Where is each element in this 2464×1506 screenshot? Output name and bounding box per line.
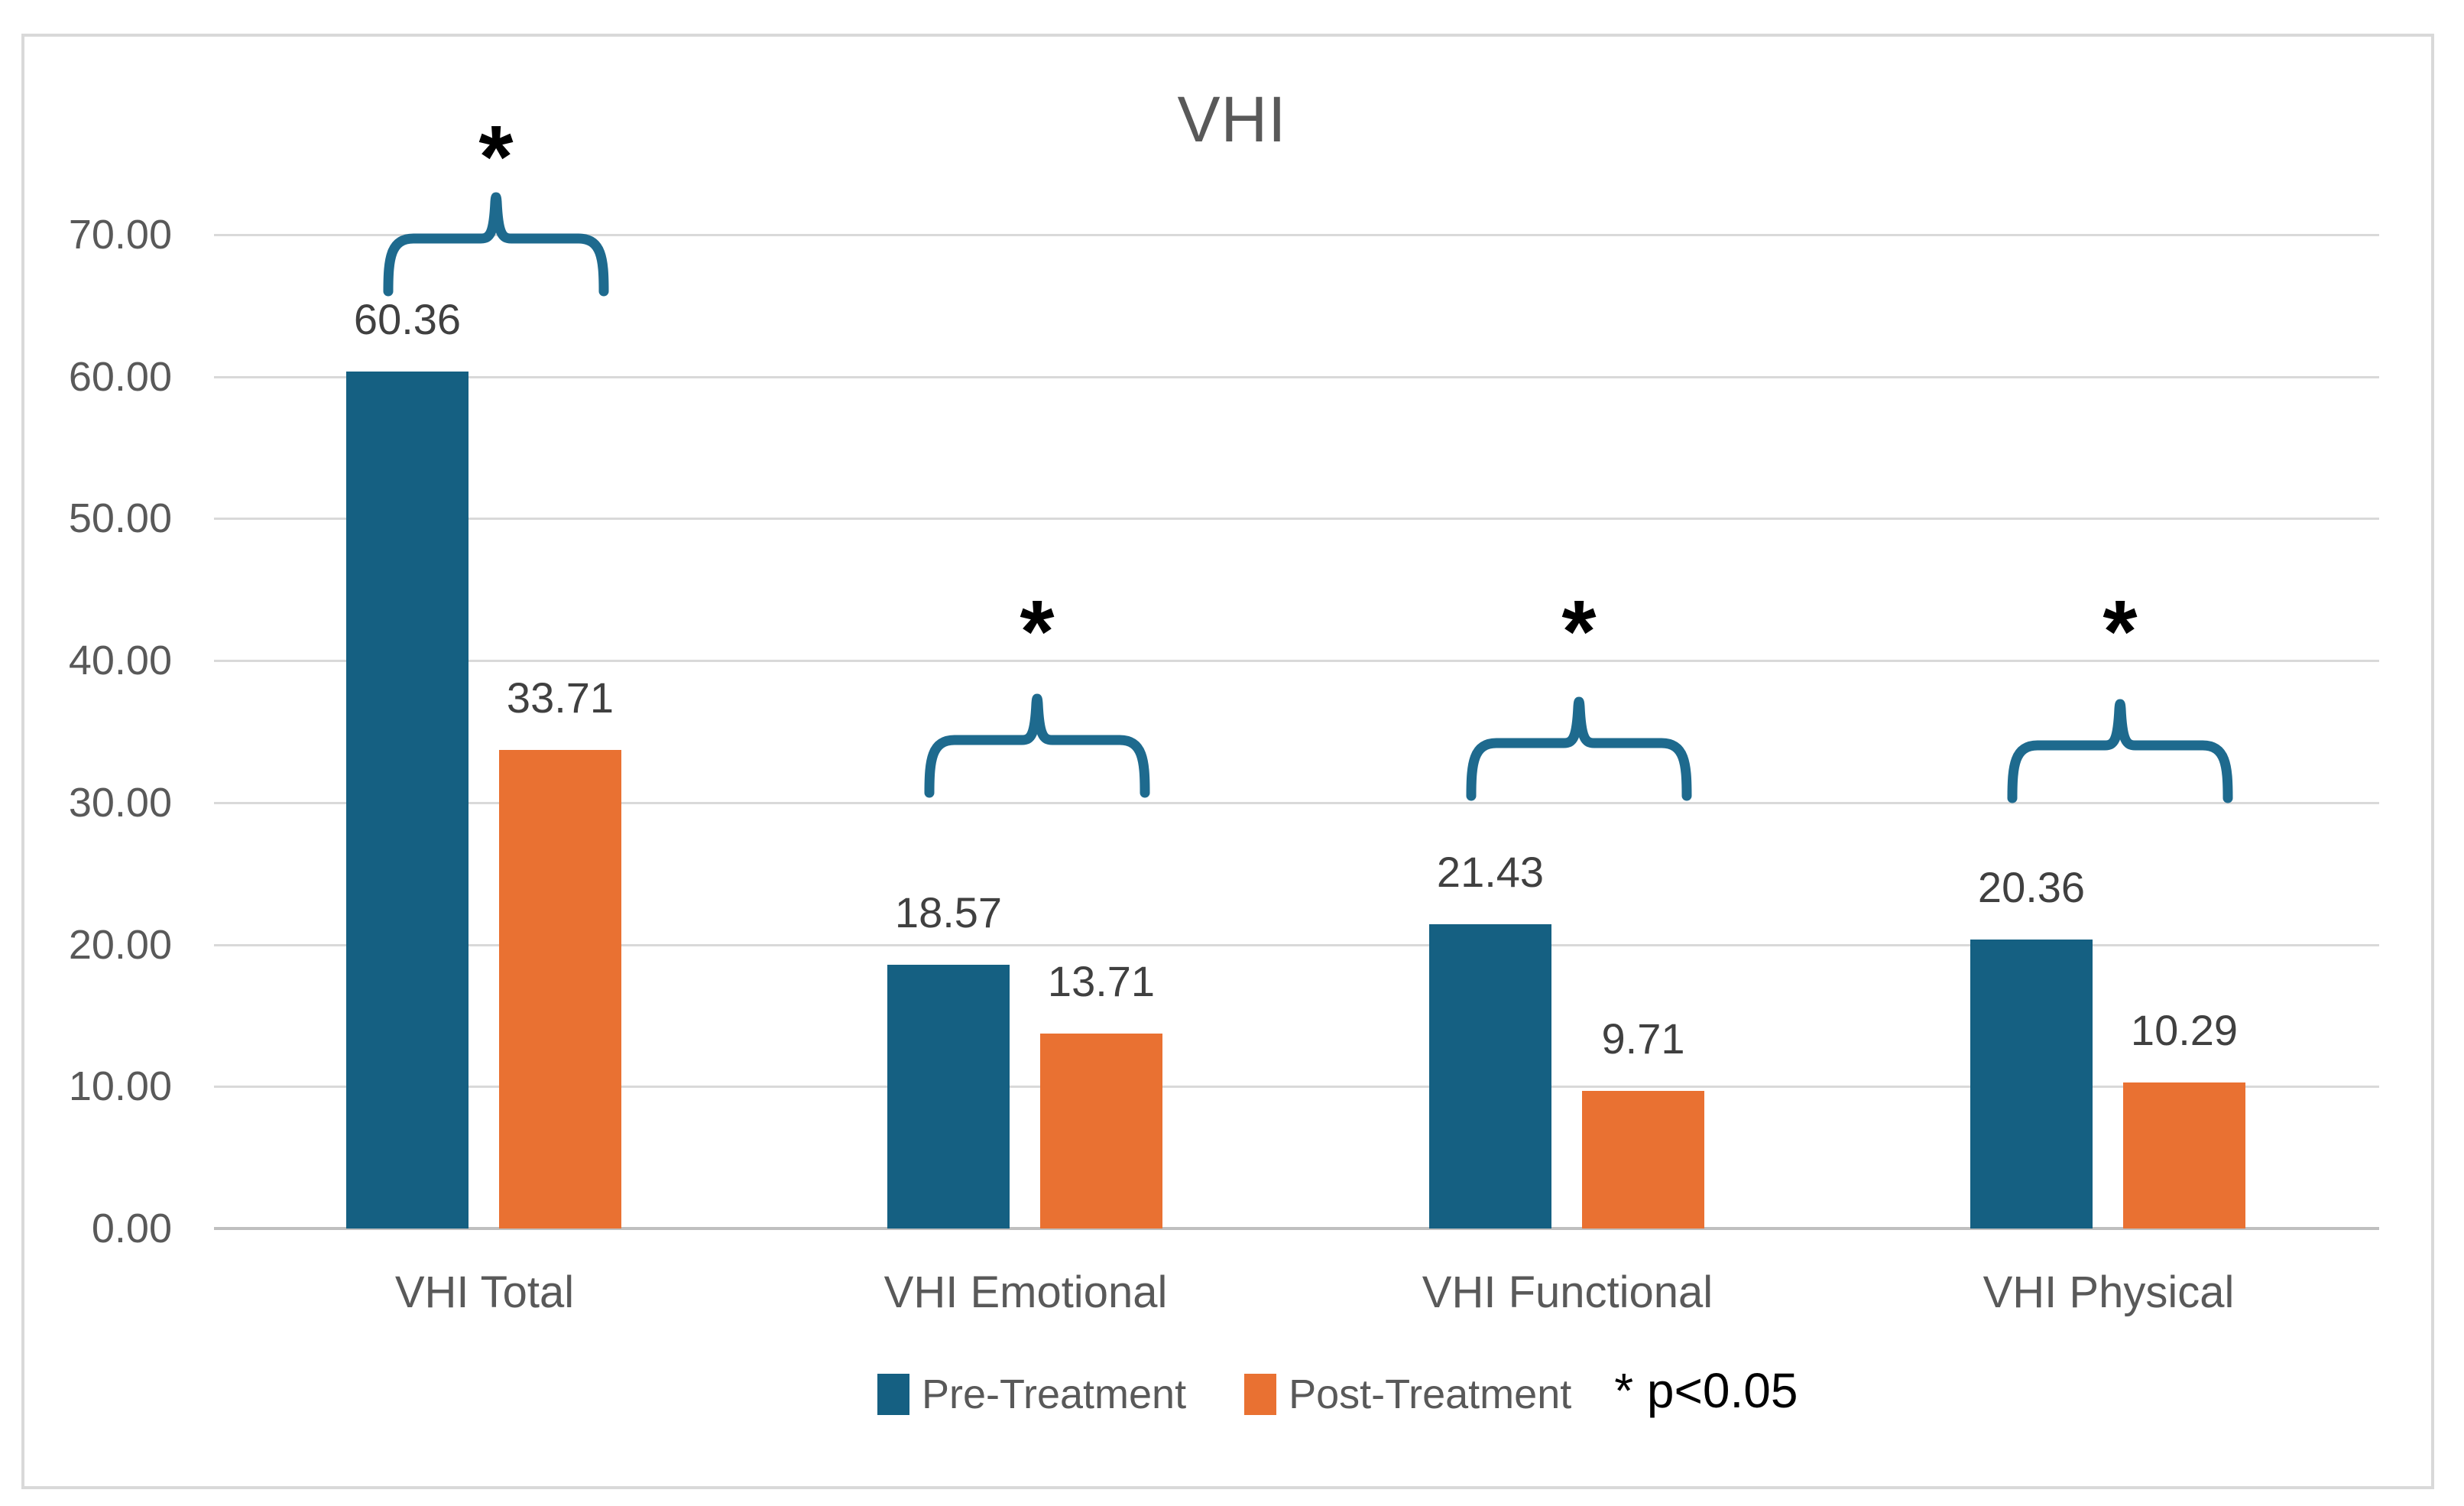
x-axis-line	[214, 1227, 2379, 1230]
significance-asterisk: *	[1561, 582, 1597, 681]
category-label: VHI Physical	[1983, 1267, 2235, 1317]
pre-treatment-swatch-icon	[877, 1374, 909, 1415]
bar-value-label: 18.57	[894, 888, 1003, 936]
legend: Pre-Treatment Post-Treatment * p<0.05	[877, 1363, 1798, 1419]
category-label: VHI Emotional	[883, 1267, 1168, 1317]
bar-value-label: 20.36	[1977, 863, 2086, 911]
gridline	[214, 376, 2379, 378]
significance-brace	[1466, 696, 1692, 801]
gridline	[214, 660, 2379, 662]
legend-item-pre-treatment: Pre-Treatment	[877, 1371, 1186, 1418]
gridline	[214, 944, 2379, 946]
y-tick-label: 10.00	[68, 1063, 172, 1109]
legend-label-pre-treatment: Pre-Treatment	[922, 1371, 1187, 1417]
significance-asterisk: *	[1020, 582, 1055, 681]
gridline	[214, 802, 2379, 804]
y-tick-label: 70.00	[68, 212, 172, 258]
significance-asterisk: *	[2103, 582, 2138, 681]
significance-brace	[2007, 699, 2233, 803]
bar-post-treatment	[499, 750, 621, 1228]
bar-post-treatment	[1582, 1091, 1704, 1228]
chart-title: VHI	[1177, 83, 1287, 155]
y-tick-label: 60.00	[68, 354, 172, 400]
bar-value-label: 9.71	[1601, 1014, 1685, 1063]
post-treatment-swatch-icon	[1244, 1374, 1277, 1415]
bar-value-label: 21.43	[1436, 848, 1545, 896]
bar-post-treatment	[1040, 1034, 1162, 1228]
bar-pre-treatment	[346, 372, 468, 1228]
gridline	[214, 234, 2379, 236]
significance-brace	[924, 693, 1150, 798]
y-tick-label: 0.00	[91, 1206, 172, 1251]
significance-note: * p<0.05	[1614, 1363, 1798, 1418]
bar-pre-treatment	[1429, 924, 1551, 1228]
bar-value-label: 33.71	[506, 673, 614, 722]
significance-brace	[383, 192, 609, 297]
bar-value-label: 10.29	[2130, 1006, 2239, 1054]
legend-item-post-treatment: Post-Treatment	[1244, 1371, 1571, 1418]
bar-pre-treatment	[887, 965, 1010, 1228]
category-label: VHI Functional	[1422, 1267, 1713, 1317]
bar-pre-treatment	[1970, 940, 2093, 1228]
gridline	[214, 518, 2379, 520]
legend-label-post-treatment: Post-Treatment	[1289, 1371, 1572, 1417]
y-tick-label: 30.00	[68, 780, 172, 826]
category-label: VHI Total	[394, 1267, 575, 1317]
gridline	[214, 1086, 2379, 1088]
bar-value-label: 13.71	[1047, 957, 1156, 1005]
bar-post-treatment	[2123, 1082, 2245, 1228]
y-tick-label: 50.00	[68, 495, 172, 541]
y-tick-label: 40.00	[68, 638, 172, 683]
bar-value-label: 60.36	[353, 295, 462, 343]
y-tick-label: 20.00	[68, 922, 172, 968]
significance-asterisk: *	[478, 107, 514, 206]
